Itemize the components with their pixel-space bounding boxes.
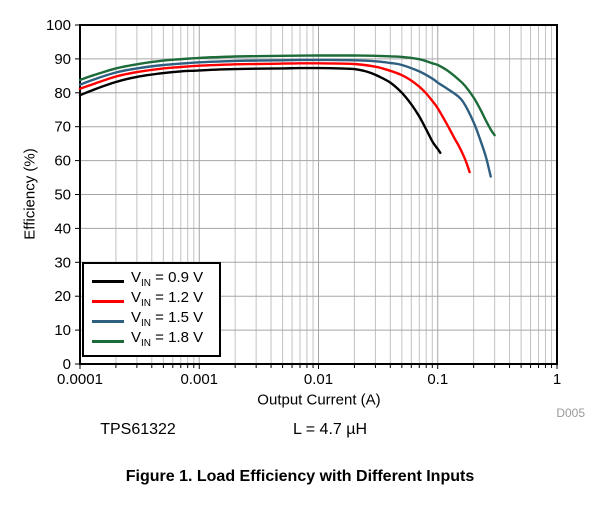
y-tick-label: 30	[54, 254, 71, 271]
legend-swatch	[92, 339, 124, 343]
legend-item: VIN = 1.5 V	[84, 309, 219, 331]
x-tick-label: 0.1	[427, 371, 448, 388]
y-axis-title: Efficiency (%)	[21, 148, 39, 240]
legend-swatch	[92, 319, 124, 323]
plot-id-label: D005	[556, 406, 585, 420]
y-tick-label: 50	[54, 187, 71, 204]
series-curve	[78, 58, 492, 178]
x-axis-title: Output Current (A)	[257, 391, 381, 409]
y-tick-label: 0	[63, 356, 71, 373]
legend-label: VIN = 1.2 V	[131, 289, 204, 309]
inductor-label: L = 4.7 µH	[293, 421, 367, 438]
x-tick-label: 0.0001	[57, 371, 103, 388]
x-tick-label: 0.001	[180, 371, 218, 388]
y-tick-label: 70	[54, 119, 71, 136]
legend-item: VIN = 1.2 V	[84, 289, 219, 311]
y-tick-label: 100	[46, 17, 71, 34]
y-tick-label: 20	[54, 288, 71, 305]
legend-item: VIN = 1.8 V	[84, 329, 219, 351]
x-tick-label: 1	[553, 371, 561, 388]
series-curve	[78, 62, 471, 174]
x-tick-label: 0.01	[304, 371, 333, 388]
series-curve	[78, 66, 442, 154]
legend: VIN = 0.9 V VIN = 1.2 V VIN = 1.5 V VIN = 1…	[82, 262, 221, 357]
legend-label: VIN = 0.9 V	[131, 269, 204, 289]
y-tick-label: 10	[54, 322, 71, 339]
legend-swatch	[92, 299, 124, 303]
y-tick-label: 90	[54, 51, 71, 68]
device-label: TPS61322	[100, 421, 176, 438]
legend-label: VIN = 1.5 V	[131, 309, 204, 329]
legend-item: VIN = 0.9 V	[84, 269, 219, 291]
legend-swatch	[92, 279, 124, 283]
y-tick-label: 80	[54, 85, 71, 102]
y-tick-label: 40	[54, 220, 71, 237]
legend-label: VIN = 1.8 V	[131, 329, 204, 349]
figure-caption: Figure 1. Load Efficiency with Different…	[125, 468, 475, 485]
series-curve	[78, 54, 496, 137]
y-tick-label: 60	[54, 153, 71, 170]
efficiency-chart: 0.0001 0.001 0.01 0.1 1010203040506070809010…	[46, 17, 561, 388]
